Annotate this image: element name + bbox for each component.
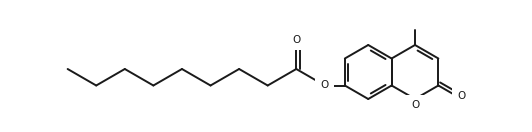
- Text: O: O: [292, 35, 301, 45]
- Text: O: O: [457, 91, 466, 100]
- Text: O: O: [411, 100, 419, 110]
- Text: O: O: [320, 81, 328, 91]
